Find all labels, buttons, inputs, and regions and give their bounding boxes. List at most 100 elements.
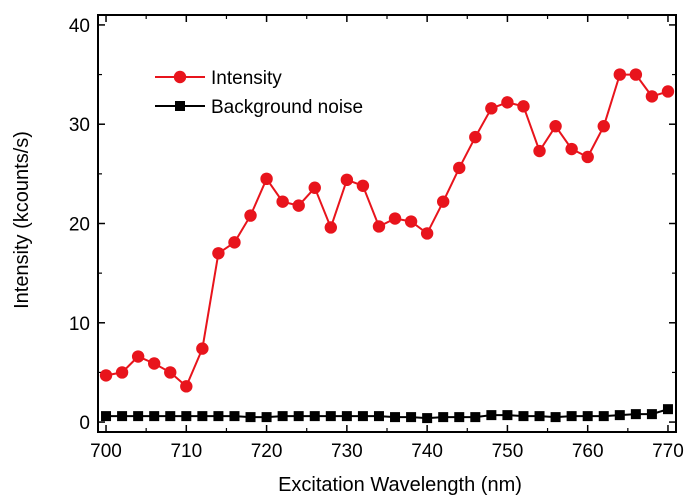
y-tick-label: 40 <box>69 16 90 37</box>
data-point <box>566 411 577 422</box>
data-point <box>292 199 305 212</box>
data-point <box>662 404 673 415</box>
data-point <box>420 227 434 240</box>
data-point <box>406 412 417 423</box>
data-point <box>308 181 321 194</box>
x-tick-label: 740 <box>411 441 443 462</box>
data-point <box>117 411 128 422</box>
data-point <box>229 411 240 422</box>
data-point <box>388 212 402 225</box>
legend: Intensity Background noise <box>155 68 363 118</box>
data-point <box>485 102 498 115</box>
data-point <box>293 411 304 422</box>
data-point <box>213 411 224 422</box>
y-tick-label: 30 <box>69 115 90 136</box>
data-point <box>309 411 320 422</box>
data-point <box>197 411 208 422</box>
data-point <box>228 236 241 249</box>
data-point <box>212 247 225 260</box>
series <box>99 68 675 424</box>
data-point <box>646 409 657 420</box>
legend-label: Background noise <box>211 97 363 118</box>
data-point <box>454 412 465 423</box>
data-point <box>276 195 289 208</box>
data-point <box>501 96 514 109</box>
y-tick-label: 0 <box>79 413 90 434</box>
data-point <box>597 120 610 133</box>
data-point <box>422 413 433 424</box>
data-point <box>340 173 354 187</box>
y-axis-title: Intensity (kcounts/s) <box>11 131 33 309</box>
data-point <box>533 144 546 158</box>
data-point <box>180 380 193 393</box>
y-tick-label: 10 <box>69 314 90 335</box>
legend-item: Background noise <box>155 97 363 118</box>
data-point <box>581 150 594 164</box>
data-point <box>453 161 466 175</box>
data-point <box>357 411 368 422</box>
data-point <box>549 120 562 133</box>
y-tick-label: 20 <box>69 215 90 236</box>
data-point <box>147 357 161 370</box>
x-tick-label: 760 <box>572 441 604 462</box>
data-point <box>245 412 256 423</box>
data-point <box>165 411 176 422</box>
data-point <box>390 412 401 423</box>
x-axis-title: Excitation Wavelength (nm) <box>278 474 522 496</box>
data-point <box>517 100 530 113</box>
data-point <box>582 411 593 422</box>
legend-item: Intensity <box>155 68 282 89</box>
data-point <box>261 412 272 423</box>
data-point <box>325 411 336 422</box>
data-point <box>630 409 641 420</box>
data-point <box>470 412 481 423</box>
data-point <box>565 142 578 156</box>
legend-label: Intensity <box>211 68 282 89</box>
legend-marker <box>175 101 185 111</box>
data-point <box>101 411 112 422</box>
data-point <box>324 221 338 234</box>
data-point <box>131 350 145 363</box>
data-point <box>372 220 386 233</box>
legend-marker <box>173 70 187 84</box>
series-line <box>105 73 669 388</box>
data-point <box>469 130 482 144</box>
data-point <box>196 342 209 355</box>
data-point <box>645 90 659 103</box>
data-point <box>244 209 257 222</box>
data-point <box>356 179 370 192</box>
series-background-noise <box>101 404 673 424</box>
x-tick-label: 710 <box>170 441 202 462</box>
data-point <box>598 411 609 422</box>
data-point <box>133 411 144 422</box>
axis-ticks: 700 710 720 730 740 750 760 770 0 10 20 30 40 <box>69 15 684 462</box>
data-point <box>502 410 513 421</box>
data-point <box>518 411 529 422</box>
data-point <box>534 411 545 422</box>
data-point <box>181 411 192 422</box>
data-point <box>486 410 497 421</box>
x-tick-label: 730 <box>331 441 363 462</box>
data-point <box>149 411 160 422</box>
data-point <box>277 411 288 422</box>
data-point <box>629 68 643 81</box>
data-point <box>661 85 675 98</box>
data-point <box>164 366 177 379</box>
data-point <box>436 195 450 208</box>
data-point <box>373 411 384 422</box>
data-point <box>614 410 625 421</box>
data-point <box>99 369 113 382</box>
x-tick-label: 700 <box>90 441 122 462</box>
x-tick-label: 750 <box>492 441 524 462</box>
series-intensity <box>99 68 675 393</box>
data-point <box>404 215 418 228</box>
data-point <box>260 172 273 186</box>
data-point <box>115 366 129 379</box>
data-point <box>341 411 352 422</box>
data-point <box>613 68 627 81</box>
x-tick-label: 770 <box>652 441 684 462</box>
x-tick-label: 720 <box>251 441 283 462</box>
data-point <box>550 412 561 423</box>
data-point <box>438 412 449 423</box>
